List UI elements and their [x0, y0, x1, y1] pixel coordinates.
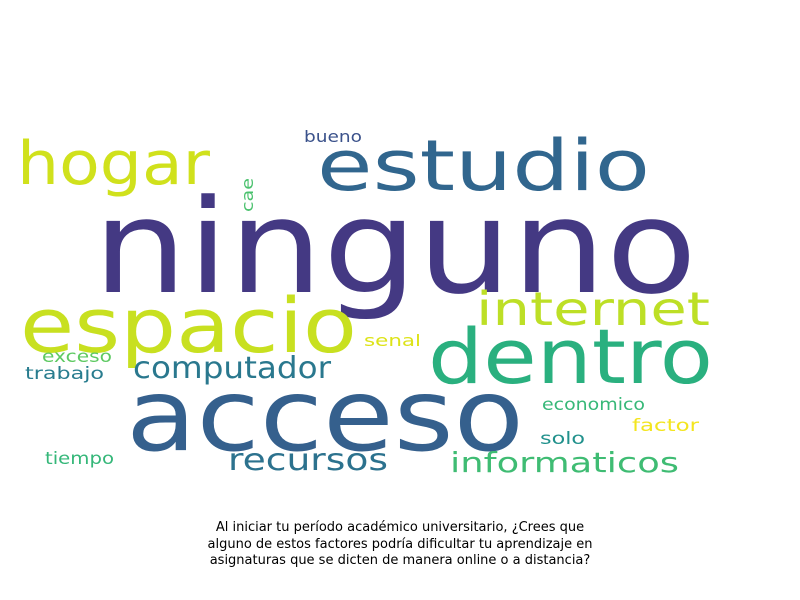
word-estudio: estudio	[317, 125, 650, 207]
word-senal: senal	[364, 331, 421, 350]
word-hogar: hogar	[17, 129, 210, 199]
word-tiempo: tiempo	[45, 449, 114, 469]
word-recursos: recursos	[228, 443, 388, 478]
word-exceso: exceso	[42, 347, 112, 367]
word-bueno: bueno	[304, 127, 362, 146]
word-espacio: espacio	[20, 281, 357, 370]
word-acceso: acceso	[126, 357, 524, 474]
caption-line-1: Al iniciar tu período académico universi…	[215, 520, 585, 535]
word-trabajo: trabajo	[25, 364, 104, 384]
word-informaticos: informaticos	[450, 446, 679, 479]
word-economico: economico	[542, 395, 645, 415]
figure-caption: Al iniciar tu período académico universi…	[100, 520, 700, 570]
word-cae: cae	[238, 178, 257, 212]
caption-line-2: alguno de estos factores podría dificult…	[207, 536, 593, 552]
word-computador: computador	[133, 351, 332, 386]
word-dentro: dentro	[428, 312, 713, 401]
word-ninguno: ninguno	[93, 171, 697, 323]
word-solo: solo	[540, 429, 585, 449]
caption-line-3: asignaturas que se dicten de manera onli…	[209, 553, 591, 568]
word-internet: internet	[476, 282, 710, 336]
word-factor: factor	[632, 416, 699, 436]
